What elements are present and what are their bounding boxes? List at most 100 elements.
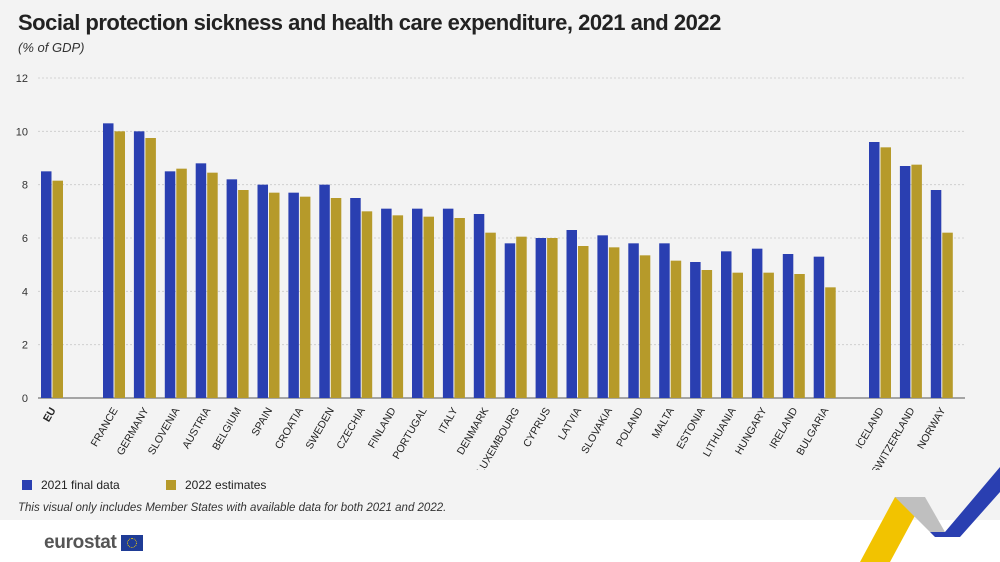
y-tick-label: 10 — [16, 126, 28, 138]
bar-2021-austria — [195, 163, 207, 398]
bar-2022-lithuania — [732, 272, 743, 398]
y-tick-label: 6 — [22, 233, 28, 245]
decorative-chevron-icon — [860, 467, 1000, 562]
eu-flag-icon — [120, 535, 143, 551]
bar-2021-denmark — [473, 214, 485, 398]
legend-item-2022: 2022 estimates — [166, 478, 266, 492]
bar-2022-ireland — [794, 274, 805, 398]
bar-2022-sweden — [330, 198, 342, 398]
bar-2022-germany — [145, 138, 156, 398]
legend-swatch-2021 — [22, 480, 32, 490]
bar-2022-slovenia — [176, 168, 187, 398]
bar-2022-bulgaria — [825, 287, 836, 398]
bar-2022-norway — [942, 232, 953, 398]
bar-2021-malta — [659, 243, 670, 398]
bar-2022-luxembourg — [516, 236, 527, 398]
bar-2021-spain — [257, 184, 268, 398]
bar-2021-slovenia — [164, 171, 176, 398]
chart-title: Social protection sickness and health ca… — [18, 10, 721, 35]
bar-2021-iceland — [869, 142, 880, 398]
bar-2022-malta — [670, 260, 682, 398]
bar-2022-hungary — [763, 272, 774, 398]
x-tick-label: EU — [41, 406, 59, 425]
x-tick-label: CROATIA — [273, 406, 306, 452]
bar-2021-poland — [628, 243, 639, 398]
bar-2022-slovakia — [608, 247, 620, 398]
bar-2021-norway — [930, 190, 942, 398]
y-axis-ticks: 0 2 4 6 8 10 12 — [16, 73, 28, 405]
bar-2022-denmark — [485, 232, 496, 398]
x-tick-label: ESTONIA — [674, 406, 707, 452]
bar-2022-spain — [269, 192, 280, 398]
bar-2021-italy — [442, 208, 454, 398]
x-tick-label: SWEDEN — [303, 406, 336, 452]
x-tick-label: POLAND — [614, 405, 646, 449]
x-tick-label: NORWAY — [915, 406, 948, 452]
x-tick-label: FRANCE — [89, 406, 121, 449]
x-tick-label: SPAIN — [249, 406, 275, 439]
y-tick-label: 8 — [22, 180, 28, 192]
x-tick-label: CYPRUS — [521, 406, 553, 450]
x-tick-label: AUSTRIA — [180, 406, 213, 451]
bar-2022-latvia — [578, 246, 589, 398]
bar-2021-ireland — [782, 254, 794, 398]
bar-2022-portugal — [423, 216, 434, 398]
bar-2021-estonia — [690, 262, 701, 398]
bar-2021-latvia — [566, 230, 577, 398]
bar-2021-slovakia — [597, 235, 608, 398]
legend-item-2021: 2021 final data — [22, 478, 120, 492]
y-tick-label: 2 — [22, 340, 28, 352]
bar-2021-hungary — [751, 248, 763, 398]
x-tick-label: ITALY — [436, 406, 460, 436]
x-tick-label: FINLAND — [366, 405, 399, 450]
x-tick-label: BULGARIA — [794, 406, 831, 458]
grid-lines — [38, 77, 965, 399]
bar-2022-estonia — [701, 270, 713, 398]
chart-subtitle: (% of GDP) — [18, 40, 85, 55]
x-tick-label: BELGIUM — [210, 406, 244, 453]
bar-2022-czechia — [361, 211, 373, 398]
bar-2022-croatia — [299, 196, 311, 398]
eurostat-logo: eurostat — [44, 532, 143, 554]
eurostat-wordmark: eurostat — [44, 532, 117, 553]
bar-2022-france — [114, 131, 125, 399]
bar-2021-eu — [41, 171, 52, 398]
bar-2021-germany — [133, 131, 145, 399]
bar-2022-finland — [392, 215, 404, 398]
bar-2021-switzerland — [899, 166, 911, 398]
footnote: This visual only includes Member States … — [18, 502, 447, 514]
x-tick-label: MALTA — [650, 406, 677, 441]
bars — [41, 123, 953, 399]
bar-2021-belgium — [226, 179, 238, 398]
bar-2021-luxembourg — [504, 243, 516, 398]
bar-2022-italy — [454, 218, 465, 398]
x-tick-label: SLOVENIA — [146, 406, 183, 457]
bar-2022-belgium — [238, 190, 249, 398]
bar-2022-cyprus — [547, 238, 558, 398]
x-tick-label: LATVIA — [556, 406, 584, 443]
bar-2022-eu — [52, 180, 63, 398]
bar-2021-cyprus — [535, 238, 547, 398]
footer-bar: eurostat — [0, 520, 1000, 562]
bar-2021-france — [103, 123, 114, 398]
legend-swatch-2022 — [166, 480, 176, 490]
bar-2021-bulgaria — [813, 256, 825, 398]
x-tick-label: SLOVAKIA — [579, 406, 615, 456]
bar-2022-switzerland — [911, 164, 922, 398]
bar-2022-poland — [639, 255, 651, 398]
bar-2021-lithuania — [721, 251, 732, 398]
legend-label-2021: 2021 final data — [41, 478, 120, 492]
x-tick-label: CZECHIA — [334, 406, 367, 452]
bar-2021-czechia — [350, 198, 361, 398]
bar-2021-croatia — [288, 192, 299, 398]
bar-2021-portugal — [412, 208, 423, 398]
y-tick-label: 4 — [22, 286, 28, 298]
y-tick-label: 12 — [16, 73, 28, 85]
x-tick-label: IRELAND — [767, 405, 800, 451]
bar-2022-iceland — [880, 147, 891, 398]
bar-2021-finland — [381, 208, 392, 398]
x-tick-label: HUNGARY — [733, 406, 770, 457]
y-tick-label: 0 — [22, 393, 28, 405]
